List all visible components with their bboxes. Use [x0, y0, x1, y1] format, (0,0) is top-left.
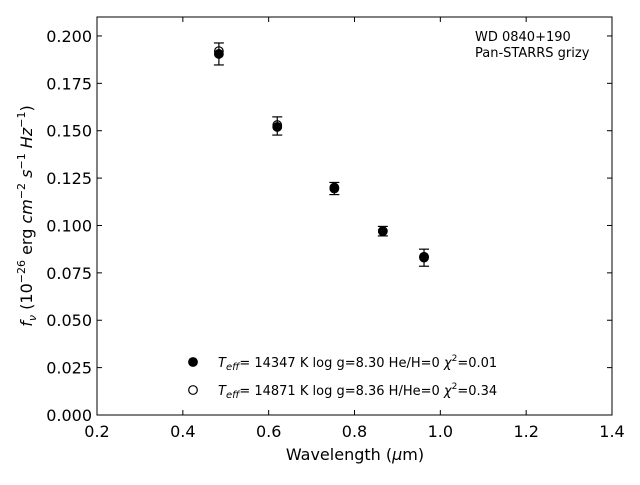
x-tick-label: 0.8: [342, 422, 367, 441]
x-tick-label: 0.4: [170, 422, 195, 441]
x-tick-label: 1.2: [513, 422, 538, 441]
x-axis-title: Wavelength (μm): [286, 445, 424, 464]
legend-entry-2: Teff= 14871 K log g=8.36 H/He=0 χ2=0.34: [218, 382, 497, 401]
model-open-point: [329, 182, 340, 193]
legend-entry-1: Teff= 14347 K log g=8.30 He/H=0 χ2=0.01: [218, 354, 497, 373]
y-tick-label: 0.125: [46, 169, 92, 188]
x-tick-label: 0.6: [256, 422, 281, 441]
y-tick-label: 0.150: [46, 122, 92, 141]
object-name-annotation: WD 0840+190: [475, 30, 571, 45]
model-filled-point: [213, 49, 224, 59]
y-tick-label: 0.000: [46, 406, 92, 425]
legend-open-marker: [188, 385, 198, 395]
legend: Teff= 14347 K log g=8.30 He/H=0 χ2=0.01 T…: [188, 354, 497, 401]
x-tick-label: 1.4: [599, 422, 624, 441]
x-tick-label: 0.2: [84, 422, 109, 441]
y-tick-label: 0.100: [46, 216, 92, 235]
data-marks: [213, 42, 430, 267]
model-open-point: [377, 226, 388, 237]
model-open-point: [272, 120, 283, 130]
survey-annotation: Pan-STARRS grizy: [475, 46, 590, 61]
y-tick-label: 0.075: [46, 264, 92, 283]
y-tick-label: 0.050: [46, 311, 92, 330]
y-axis-title: fν (10−26 erg cm−2 s−1 Hz−1): [15, 105, 39, 326]
y-tick-label: 0.175: [46, 74, 92, 93]
legend-filled-marker: [188, 357, 198, 367]
model-open-point: [419, 252, 429, 263]
axis-ticks: 0.2 0.4 0.6 0.8 1.0 1.2 1.4 0.000 0.025 0.050 0.07…: [46, 17, 625, 441]
y-tick-label: 0.200: [46, 27, 92, 46]
y-tick-label: 0.025: [46, 359, 92, 378]
model-open-point: [213, 46, 224, 57]
x-tick-label: 1.0: [428, 422, 453, 441]
